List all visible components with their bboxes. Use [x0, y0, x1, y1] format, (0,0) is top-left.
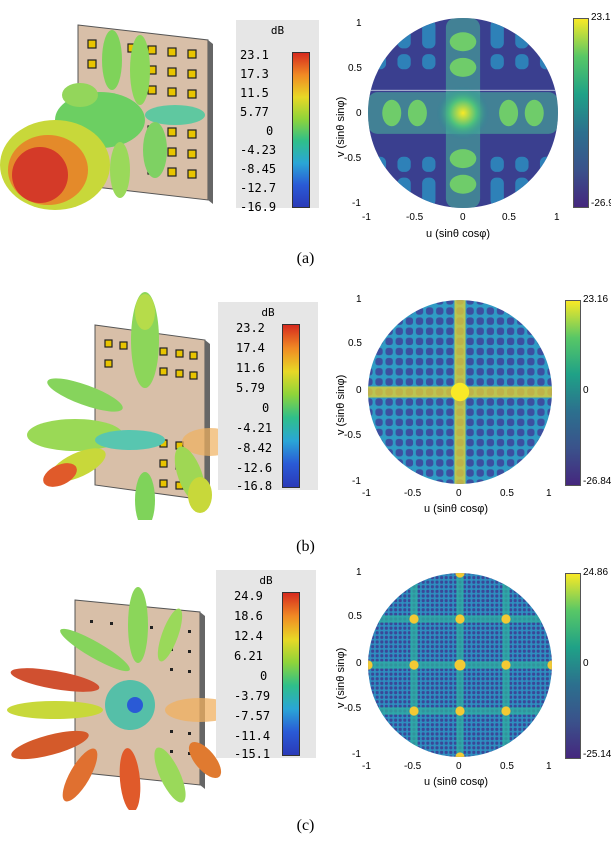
- scale-tick: -7.57: [234, 709, 271, 723]
- ytick: 0.5: [348, 611, 362, 622]
- db-scale-a: dB 23.1 17.3 11.5 5.77 0 -4.23 -8.45 -12…: [236, 20, 319, 213]
- panel-b: dB 23.2 17.4 11.6 5.79 0 -4.21 -8.42 -12…: [0, 280, 611, 565]
- ytick: 0: [356, 658, 362, 669]
- scale-tick: -8.45: [240, 162, 277, 176]
- scale-tick: -3.79: [234, 689, 271, 703]
- ytick: -1: [352, 749, 361, 760]
- xtick: 0: [460, 212, 466, 223]
- radiation-pattern-3d-b: [27, 292, 238, 520]
- ytick: 1: [356, 294, 362, 305]
- colorbar-mid: 0: [583, 385, 589, 396]
- scale-colorbar: [292, 52, 310, 208]
- scale-tick: -12.7: [240, 181, 277, 195]
- ytick: -0.5: [344, 430, 362, 441]
- xtick: 1: [554, 212, 560, 223]
- ytick: 0: [356, 108, 362, 119]
- scale-tick: 0: [266, 124, 274, 138]
- scale-tick: -12.6: [236, 461, 273, 475]
- scale-colorbar: [282, 324, 300, 488]
- ytick: 0.5: [348, 63, 362, 74]
- xtick: 0: [456, 761, 462, 772]
- colorbar: [565, 573, 581, 759]
- x-axis-label: u (sinθ cosφ): [424, 503, 488, 515]
- uv-pattern-plot-a: [368, 18, 558, 208]
- colorbar: [565, 300, 581, 486]
- xtick: 1: [546, 761, 552, 772]
- uv-pattern-plot-c: [368, 573, 552, 757]
- colorbar-min: -26.84: [583, 476, 611, 487]
- xtick: 0.5: [500, 761, 514, 772]
- ytick: -0.5: [344, 703, 362, 714]
- scale-tick: 0: [260, 669, 268, 683]
- scale-tick: -16.9: [240, 200, 277, 214]
- xtick: -1: [362, 488, 371, 499]
- scale-unit: dB: [259, 574, 273, 587]
- colorbar-max: 23.16: [583, 294, 609, 305]
- scale-tick: 23.1: [240, 48, 269, 62]
- colorbar: [573, 18, 589, 208]
- x-axis-label: u (sinθ cosφ): [424, 776, 488, 788]
- ytick: -0.5: [344, 153, 362, 164]
- radiation-pattern-3d-a: [0, 24, 213, 210]
- y-axis-label: v (sinθ sinφ): [335, 96, 347, 157]
- x-axis-label: u (sinθ cosφ): [426, 228, 490, 240]
- ytick: 1: [356, 567, 362, 578]
- scale-unit: dB: [261, 306, 275, 319]
- scale-tick: 11.5: [240, 86, 269, 100]
- colorbar-max: 23.1: [591, 12, 611, 23]
- db-scale-b: dB 23.2 17.4 11.6 5.79 0 -4.21 -8.42 -12…: [218, 302, 318, 493]
- xtick: 0.5: [502, 212, 516, 223]
- scale-tick: -4.21: [236, 421, 273, 435]
- scale-tick: -11.4: [234, 729, 271, 743]
- colorbar-max: 24.86: [583, 567, 609, 578]
- scale-tick: 24.9: [234, 589, 263, 603]
- scale-tick: -15.1: [234, 747, 271, 761]
- scale-tick: 17.4: [236, 341, 265, 355]
- scale-tick: 6.21: [234, 649, 263, 663]
- scale-tick: 5.79: [236, 381, 265, 395]
- caption-b: (b): [296, 538, 315, 555]
- scale-tick: -4.23: [240, 143, 277, 157]
- panel-a: dB 23.1 17.3 11.5 5.77 0 -4.23 -8.45 -12…: [0, 0, 611, 280]
- scale-unit: dB: [270, 24, 285, 37]
- panel-c: dB 24.9 18.6 12.4 6.21 0 -3.79 -7.57 -11…: [0, 565, 611, 842]
- scale-tick: 11.6: [236, 361, 265, 375]
- xtick: -1: [362, 212, 371, 223]
- colorbar-min: -26.9: [591, 198, 611, 209]
- xtick: -1: [362, 761, 371, 772]
- scale-tick: 5.77: [240, 105, 269, 119]
- xtick: -0.5: [404, 761, 422, 772]
- ytick: 1: [356, 18, 362, 29]
- ytick: -1: [352, 476, 361, 487]
- y-axis-label: v (sinθ sinφ): [335, 647, 347, 708]
- xtick: -0.5: [406, 212, 424, 223]
- xtick: 0: [456, 488, 462, 499]
- uv-pattern-plot-b: [368, 300, 552, 484]
- colorbar-mid: 0: [583, 658, 589, 669]
- scale-tick: 12.4: [234, 629, 263, 643]
- ytick: 0.5: [348, 338, 362, 349]
- ytick: 0: [356, 385, 362, 396]
- db-scale-c: dB 24.9 18.6 12.4 6.21 0 -3.79 -7.57 -11…: [216, 570, 316, 761]
- colorbar-min: -25.14: [583, 749, 611, 760]
- scale-tick: 17.3: [240, 67, 269, 81]
- scale-tick: 23.2: [236, 321, 265, 335]
- scale-tick: 0: [262, 401, 270, 415]
- scale-colorbar: [282, 592, 300, 756]
- xtick: -0.5: [404, 488, 422, 499]
- y-axis-label: v (sinθ sinφ): [335, 374, 347, 435]
- caption-c: (c): [296, 817, 315, 834]
- scale-tick: 18.6: [234, 609, 263, 623]
- xtick: 0.5: [500, 488, 514, 499]
- radiation-pattern-3d-c: [7, 587, 235, 810]
- xtick: 1: [546, 488, 552, 499]
- scale-tick: -8.42: [236, 441, 273, 455]
- ytick: -1: [352, 198, 361, 209]
- scale-tick: -16.8: [236, 479, 273, 493]
- caption-a: (a): [296, 250, 315, 267]
